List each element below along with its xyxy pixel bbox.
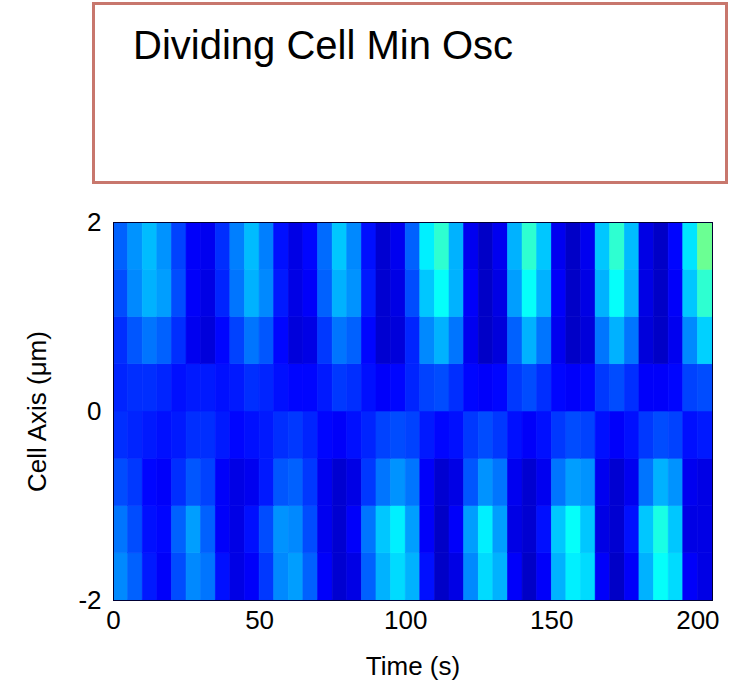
svg-text:0: 0 [106, 605, 120, 635]
svg-text:50: 50 [245, 605, 274, 635]
svg-text:-2: -2 [78, 585, 101, 615]
svg-text:2: 2 [87, 207, 101, 237]
svg-text:0: 0 [87, 396, 101, 426]
svg-text:200: 200 [676, 605, 719, 635]
svg-text:150: 150 [530, 605, 573, 635]
svg-text:Time (s): Time (s) [366, 651, 460, 681]
html-text:Dividing Cell Min Osc: Dividing Cell Min Osc [133, 23, 514, 67]
svg-text:Cell Axis (μm): Cell Axis (μm) [22, 331, 52, 492]
svg-text:100: 100 [384, 605, 427, 635]
